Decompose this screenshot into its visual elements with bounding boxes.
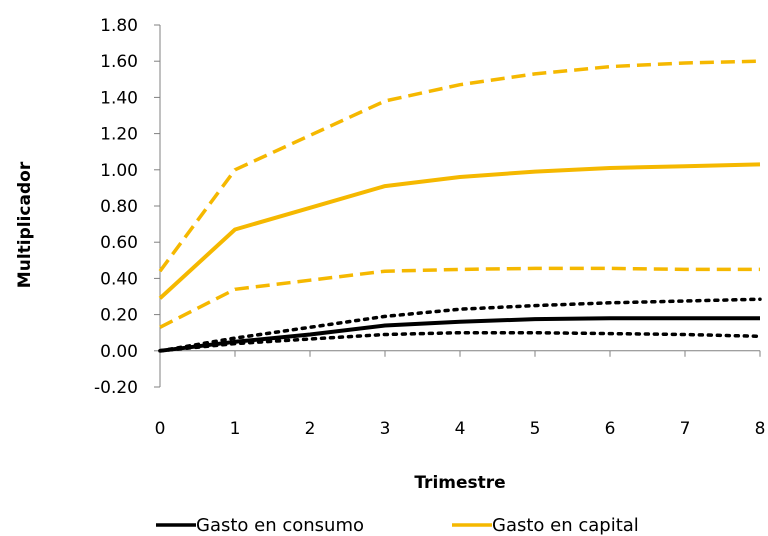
x-axis-title: Trimestre bbox=[414, 473, 505, 493]
series-line-3-solid bbox=[158, 162, 761, 300]
y-tick-label: 1.80 bbox=[100, 16, 138, 36]
y-tick-label: 0.00 bbox=[100, 342, 138, 362]
legend: Gasto en consumo Gasto en capital bbox=[156, 515, 639, 536]
x-tick-label: 7 bbox=[680, 419, 691, 439]
y-tick-label: 0.60 bbox=[100, 233, 138, 253]
legend-label-consumo: Gasto en consumo bbox=[196, 515, 364, 536]
y-tick-label: 0.20 bbox=[100, 306, 138, 326]
x-tick-label: 4 bbox=[455, 419, 466, 439]
series-line-0-solid bbox=[159, 316, 760, 353]
x-tick-label: 8 bbox=[755, 419, 766, 439]
x-tick-label: 1 bbox=[230, 419, 241, 439]
legend-label-capital: Gasto en capital bbox=[492, 515, 639, 536]
x-tick-label: 0 bbox=[155, 419, 166, 439]
y-tick-label: 0.40 bbox=[100, 269, 138, 289]
x-tick-label: 2 bbox=[305, 419, 316, 439]
y-tick-label: 1.60 bbox=[100, 52, 138, 72]
y-tick-label: 1.00 bbox=[100, 161, 138, 181]
y-tick-label: 1.40 bbox=[100, 88, 138, 108]
series-line-2-dotted bbox=[158, 330, 762, 353]
series-line-5-dashed bbox=[159, 266, 760, 329]
series-layer bbox=[158, 59, 762, 353]
tick-labels: 1.80 1.60 1.40 1.20 1.00 0.80 0.60 0.40 0.20 0.00… bbox=[94, 16, 765, 439]
series-line-1-dotted bbox=[158, 297, 762, 353]
x-tick-label: 5 bbox=[530, 419, 541, 439]
x-tick-label: 6 bbox=[605, 419, 616, 439]
y-axis-title: Multiplicador bbox=[15, 161, 35, 288]
y-tick-label: 1.20 bbox=[100, 125, 138, 145]
series-line-4-dashed bbox=[158, 59, 761, 273]
y-tick-label: -0.20 bbox=[94, 378, 138, 398]
x-tick-label: 3 bbox=[380, 419, 391, 439]
y-tick-label: 0.80 bbox=[100, 197, 138, 217]
